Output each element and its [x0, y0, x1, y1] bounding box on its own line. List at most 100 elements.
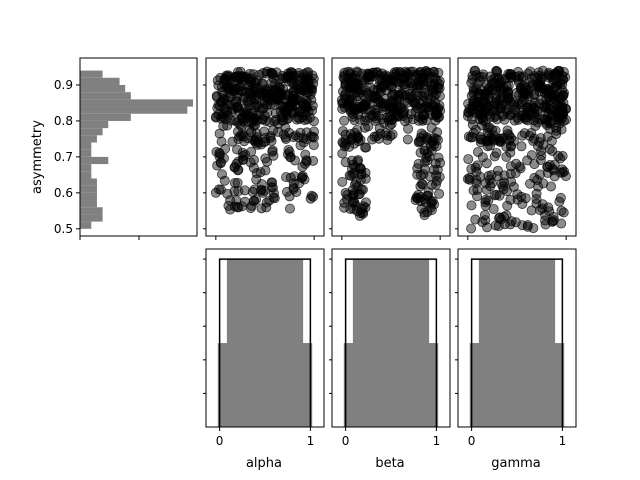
scatter-point — [463, 154, 474, 165]
scatter-point — [492, 165, 503, 176]
histogram-bar — [80, 171, 92, 179]
scatter-point — [526, 127, 537, 138]
scatter-point — [505, 168, 516, 179]
scatter-point — [372, 104, 383, 115]
x-tick-label: 1 — [433, 434, 441, 448]
scatter-point — [517, 198, 528, 209]
scatter-point — [233, 156, 244, 167]
scatter-point — [301, 155, 312, 166]
scatter-point — [481, 158, 492, 169]
prior-density-line — [218, 258, 312, 427]
scatter-point — [355, 114, 366, 125]
scatter-point — [232, 177, 243, 188]
scatter-point — [392, 105, 403, 116]
histogram-bar — [80, 120, 109, 129]
scatter-point — [548, 215, 559, 226]
scatter-point — [526, 205, 537, 216]
scatter-point — [284, 203, 295, 214]
scatter-point — [218, 121, 229, 132]
scatter-point — [470, 162, 481, 173]
scatter-point — [468, 185, 479, 196]
scatter-point — [505, 96, 516, 107]
scatter-point — [422, 207, 433, 218]
histogram-bar — [80, 192, 97, 201]
scatter-point — [257, 89, 268, 100]
scatter-point — [535, 169, 546, 180]
scatter-point — [360, 142, 371, 153]
scatter-point — [427, 72, 438, 83]
scatter-point — [365, 82, 376, 93]
scatter-point — [340, 187, 351, 198]
prior-density-line — [470, 258, 564, 427]
histogram-frame — [331, 248, 451, 428]
scatter-point — [432, 134, 443, 145]
histogram-frame — [205, 248, 325, 428]
scatter-point — [505, 68, 516, 79]
scatter-point — [434, 171, 445, 182]
scatter-point — [543, 85, 554, 96]
scatter-point — [219, 73, 230, 84]
scatter-point — [523, 90, 534, 101]
scatter-point — [339, 67, 350, 78]
scatter-point — [472, 79, 483, 90]
scatter-point — [517, 71, 528, 82]
scatter-point — [526, 81, 537, 92]
scatter-point — [342, 98, 353, 109]
histogram-bar — [425, 343, 439, 427]
scatter-point — [264, 95, 275, 106]
y-tick-label: 0.5 — [54, 222, 73, 236]
scatter-point — [474, 88, 485, 99]
scatter-point — [337, 176, 348, 187]
scatter-point — [402, 134, 413, 145]
scatter-point — [247, 108, 258, 119]
scatter-point — [466, 223, 477, 234]
scatter-point — [368, 92, 379, 103]
scatter-point — [529, 71, 540, 82]
histogram-bar — [551, 343, 565, 427]
scatter-point — [498, 184, 509, 195]
y-tick-label: 0.7 — [54, 150, 73, 164]
scatter-point — [216, 97, 227, 108]
scatter-point — [496, 74, 507, 85]
scatter-point — [415, 169, 426, 180]
scatter-point — [210, 187, 221, 198]
scatter-point — [550, 94, 561, 105]
y-tick-label: 0.8 — [54, 114, 73, 128]
scatter-point — [556, 205, 567, 216]
scatter-point — [485, 140, 496, 151]
scatter-point — [235, 66, 246, 77]
scatter-point — [348, 159, 359, 170]
scatter-point — [561, 103, 572, 114]
scatter-point — [508, 181, 519, 192]
scatter-point — [559, 166, 570, 177]
histogram-bar — [299, 343, 313, 427]
scatter-point — [488, 105, 499, 116]
scatter-point — [529, 172, 540, 183]
scatter-panel-gamma — [455, 57, 577, 240]
scatter-point — [211, 111, 222, 122]
scatter-point — [225, 204, 236, 215]
scatter-point — [339, 115, 350, 126]
scatter-point — [240, 149, 251, 160]
scatter-point — [302, 71, 313, 82]
scatter-point — [280, 106, 291, 117]
scatter-point — [503, 80, 514, 91]
x-tick-label: 0 — [216, 434, 224, 448]
scatter-point — [216, 169, 227, 180]
scatter-point — [540, 219, 551, 230]
histogram-bar — [80, 178, 97, 186]
scatter-point — [477, 71, 488, 82]
histogram-bar — [80, 221, 92, 229]
scatter-point — [540, 215, 551, 226]
scatter-point — [489, 190, 500, 201]
scatter-point — [291, 114, 302, 125]
scatter-point — [211, 146, 222, 157]
scatter-point — [549, 159, 560, 170]
scatter-point — [251, 194, 262, 205]
scatter-point — [215, 158, 226, 169]
histogram-bar — [80, 92, 131, 100]
histogram-bar — [80, 135, 97, 143]
